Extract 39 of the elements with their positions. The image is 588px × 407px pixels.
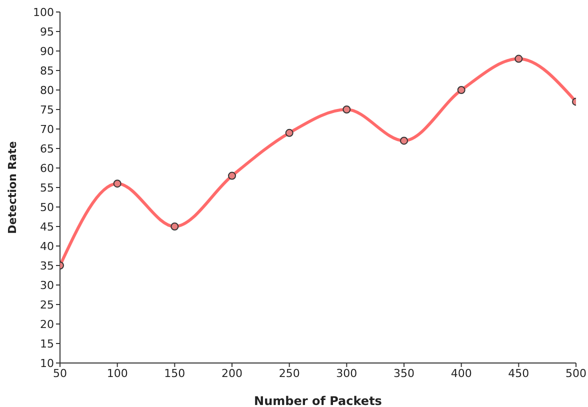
x-tick-label: 400: [450, 366, 472, 380]
y-tick-label: 75: [40, 103, 54, 116]
y-tick-label: 85: [40, 64, 54, 78]
y-tick-label: 95: [40, 25, 54, 38]
y-tick-label: 30: [40, 278, 54, 292]
point: [170, 222, 179, 230]
x-tick-label: 450: [508, 366, 530, 380]
y-tick-label: 100: [33, 6, 54, 19]
point: [113, 180, 122, 188]
x-tick-label: 100: [106, 366, 128, 380]
y-tick-label: 60: [40, 162, 54, 175]
x-tick-label: 150: [164, 366, 186, 380]
y-tick-label: 50: [40, 200, 54, 214]
point: [457, 86, 466, 94]
y-tick-label: 15: [40, 337, 54, 350]
x-tick-label: 300: [336, 366, 358, 380]
y-tick-label: 25: [40, 298, 54, 312]
x-axis-title: Number of Packets: [254, 394, 382, 407]
point: [285, 128, 294, 137]
x-tick-label: 350: [394, 366, 414, 380]
y-tick-label: 55: [40, 181, 54, 194]
point: [400, 136, 408, 145]
point: [514, 54, 523, 63]
y-tick-label: 10: [40, 356, 54, 370]
x-tick-label: 200: [222, 366, 242, 380]
y-tick-label: 80: [40, 84, 54, 97]
y-tick-label: 70: [40, 122, 54, 136]
y-axis-title: Detection Rate: [6, 141, 19, 234]
y-tick-label: 90: [40, 44, 54, 58]
x-tick-label: 250: [278, 366, 300, 380]
point: [342, 106, 351, 114]
x-tick-label: 50: [53, 366, 67, 380]
point: [228, 172, 236, 180]
y-tick-label: 40: [40, 240, 54, 253]
y-tick-label: 45: [40, 220, 54, 234]
y-tick-label: 65: [40, 142, 54, 156]
y-tick-label: 20: [40, 318, 54, 331]
x-tick-label: 500: [566, 366, 586, 380]
y-tick-label: 35: [40, 259, 54, 272]
